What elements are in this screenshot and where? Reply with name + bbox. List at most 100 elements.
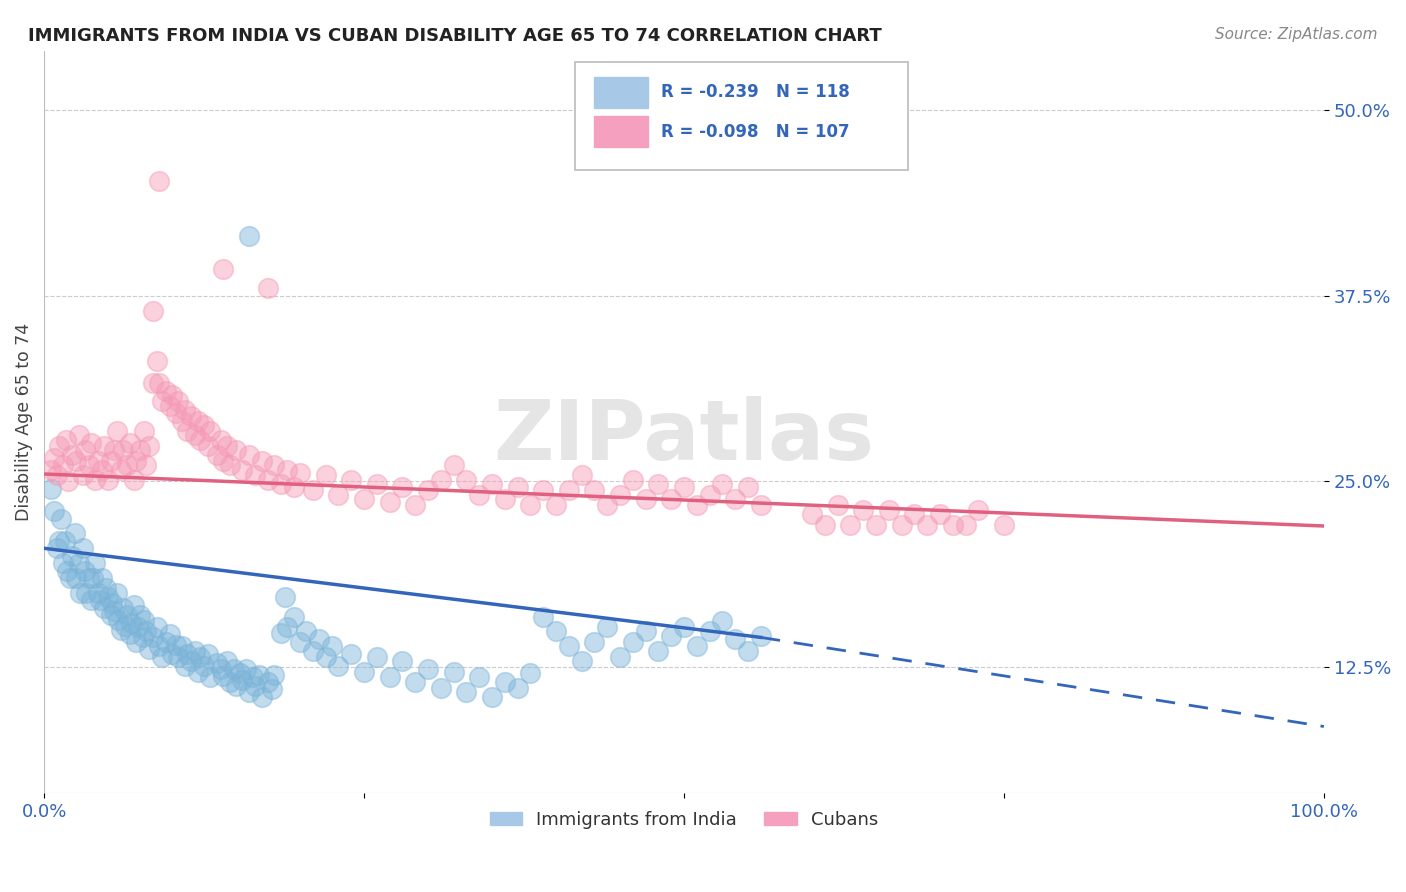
Point [100, 453, 122, 467]
Point [283, 609, 305, 624]
Point [100, 608, 122, 623]
Point [273, 591, 295, 605]
Point [138, 439, 160, 453]
Point [245, 468, 267, 483]
Point [209, 662, 232, 676]
Point [67, 428, 90, 442]
Point [231, 673, 253, 688]
Point [107, 613, 129, 627]
Point [749, 629, 772, 643]
Point [184, 644, 207, 658]
Point [56, 564, 79, 578]
Point [263, 667, 285, 681]
Point [531, 609, 554, 624]
Point [276, 620, 298, 634]
Point [288, 635, 311, 649]
Point [94, 582, 117, 596]
Point [165, 638, 187, 652]
Point [77, 571, 100, 585]
Point [245, 680, 267, 694]
Point [180, 409, 202, 423]
Point [125, 635, 148, 649]
Point [288, 466, 311, 480]
Point [87, 586, 110, 600]
Point [105, 424, 128, 438]
Point [416, 662, 439, 676]
Point [302, 644, 325, 658]
Point [877, 502, 900, 516]
Point [468, 488, 491, 502]
Point [519, 498, 541, 512]
Point [103, 443, 125, 458]
Point [328, 488, 350, 502]
Point [212, 262, 235, 277]
Point [328, 658, 350, 673]
Point [353, 492, 375, 507]
Point [443, 458, 465, 472]
Point [122, 473, 145, 487]
Point [257, 281, 280, 295]
Point [173, 403, 195, 417]
Point [93, 439, 115, 453]
Point [84, 556, 107, 570]
Point [118, 435, 141, 450]
Point [242, 671, 264, 685]
Point [90, 462, 112, 476]
Legend: Immigrants from India, Cubans: Immigrants from India, Cubans [482, 804, 886, 837]
Point [135, 624, 157, 639]
Point [75, 564, 97, 578]
Point [544, 498, 567, 512]
Point [257, 675, 280, 690]
Point [699, 624, 721, 639]
Point [647, 644, 669, 658]
Point [494, 492, 516, 507]
Point [391, 654, 413, 668]
Point [378, 671, 401, 685]
Point [148, 174, 170, 188]
Point [218, 458, 240, 472]
Point [456, 685, 478, 699]
Point [263, 458, 285, 472]
Point [110, 623, 132, 637]
Point [672, 620, 695, 634]
Point [686, 498, 709, 512]
Point [75, 443, 97, 458]
Point [193, 417, 215, 432]
Point [209, 433, 232, 447]
Point [120, 615, 142, 630]
Point [955, 517, 977, 532]
Point [165, 406, 187, 420]
Point [90, 571, 112, 585]
Point [749, 498, 772, 512]
Point [456, 473, 478, 487]
Point [150, 394, 173, 409]
Point [506, 480, 529, 494]
Point [72, 468, 94, 483]
Point [138, 642, 160, 657]
Point [101, 596, 124, 610]
Point [229, 666, 252, 681]
Point [118, 627, 141, 641]
Point [49, 511, 72, 525]
Point [155, 635, 177, 649]
Point [75, 586, 97, 600]
Point [238, 448, 260, 462]
Point [117, 608, 139, 623]
Point [686, 640, 709, 654]
Point [52, 556, 75, 570]
Point [39, 462, 62, 476]
Point [89, 593, 111, 607]
Point [180, 654, 202, 668]
Point [127, 620, 149, 634]
Point [737, 480, 759, 494]
Point [176, 647, 198, 661]
Point [167, 394, 190, 409]
Point [125, 453, 148, 467]
Point [67, 556, 90, 570]
Point [238, 229, 260, 244]
Point [59, 571, 82, 585]
Point [129, 443, 152, 458]
Point [903, 507, 925, 521]
Point [188, 649, 211, 664]
Point [404, 498, 426, 512]
